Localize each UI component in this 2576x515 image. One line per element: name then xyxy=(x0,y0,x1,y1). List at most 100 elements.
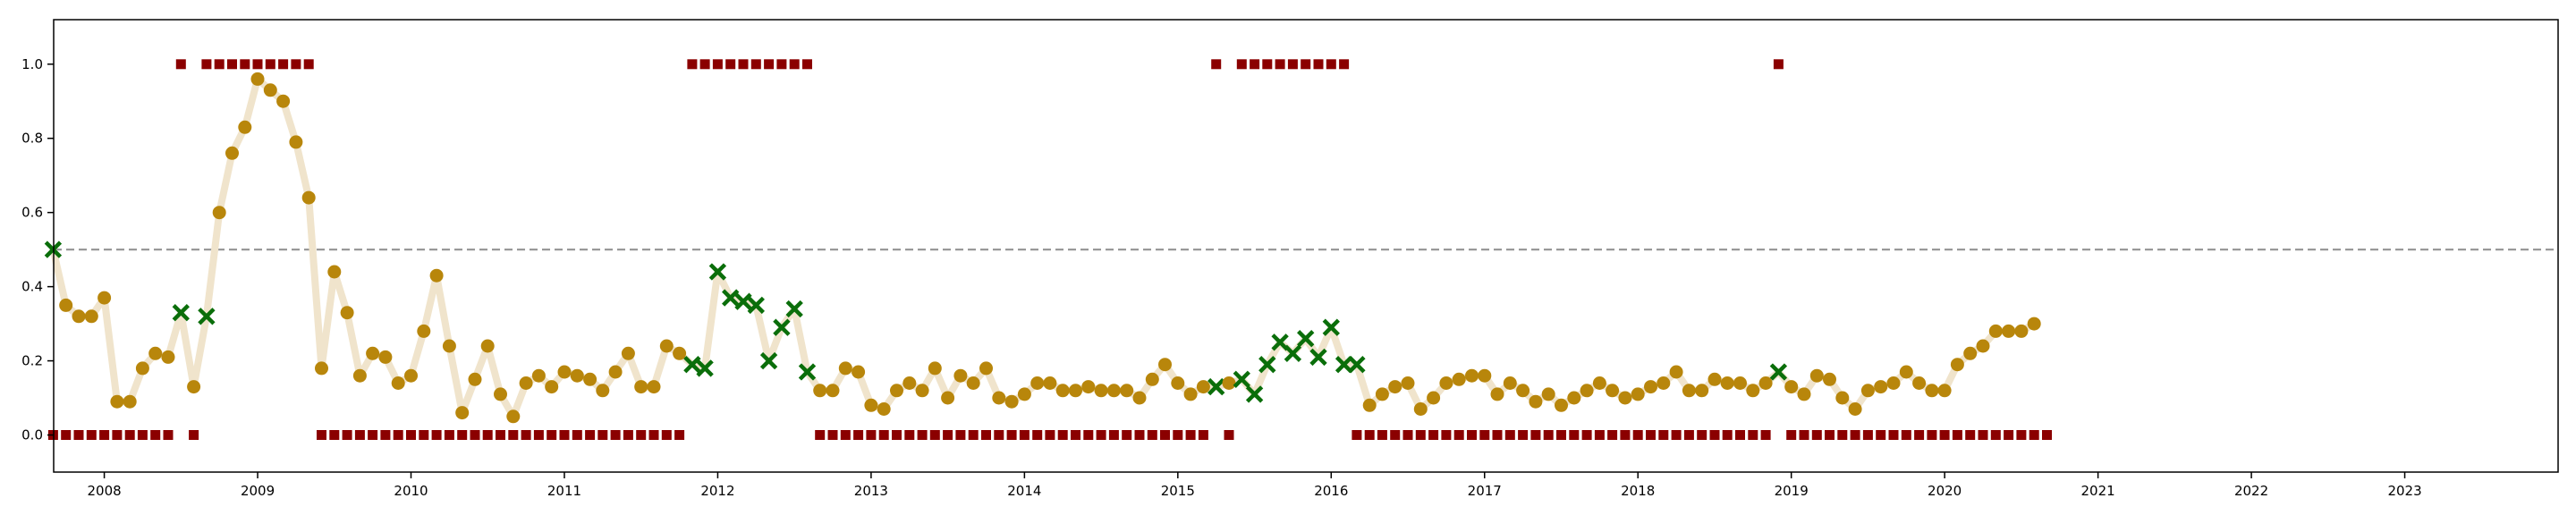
probability-point xyxy=(238,120,252,134)
probability-point xyxy=(301,190,316,205)
probability-point xyxy=(1631,387,1645,401)
probability-point xyxy=(2014,324,2029,338)
flagged-point xyxy=(1348,356,1366,374)
probability-point xyxy=(1988,324,2003,338)
flagged-point xyxy=(1208,377,1225,396)
label-marker xyxy=(1683,430,1694,440)
probability-point xyxy=(263,83,277,97)
label-marker xyxy=(1428,430,1439,440)
label-marker xyxy=(457,430,468,440)
flagged-point xyxy=(708,263,727,281)
probability-point xyxy=(1465,368,1479,383)
label-marker xyxy=(994,430,1004,440)
label-marker xyxy=(533,430,544,440)
x-tick-label: 2010 xyxy=(394,483,428,499)
probability-point xyxy=(1004,394,1019,409)
label-marker xyxy=(431,430,442,440)
probability-point xyxy=(1707,372,1722,386)
probability-point xyxy=(2002,324,2016,338)
label-marker xyxy=(904,430,915,440)
probability-point xyxy=(864,398,878,412)
probability-point xyxy=(1823,372,1836,386)
label-marker xyxy=(252,59,263,70)
probability-point xyxy=(1183,387,1198,401)
label-marker xyxy=(1160,430,1170,440)
x-tick-label: 2019 xyxy=(1775,483,1809,499)
label-marker xyxy=(1134,430,1145,440)
label-marker xyxy=(585,430,596,440)
probability-point xyxy=(84,309,98,324)
probability-point xyxy=(1912,376,1927,390)
probability-point xyxy=(135,361,149,376)
probability-point xyxy=(429,268,444,283)
probability-point xyxy=(212,206,226,220)
x-tick-label: 2008 xyxy=(87,483,121,499)
x-tick-label: 2023 xyxy=(2387,483,2421,499)
label-marker xyxy=(712,59,723,70)
probability-point xyxy=(531,368,546,383)
probability-point xyxy=(148,346,163,360)
probability-point xyxy=(352,368,367,383)
probability-point xyxy=(1503,376,1517,390)
label-marker xyxy=(175,59,186,70)
probability-point xyxy=(1976,339,1990,353)
y-tick-label: 0.0 xyxy=(21,427,43,443)
probability-point xyxy=(1644,380,1657,394)
label-marker xyxy=(1888,430,1899,440)
label-marker xyxy=(1825,430,1835,440)
label-marker xyxy=(1275,59,1285,70)
label-marker xyxy=(1441,430,1452,440)
probability-point xyxy=(442,339,456,353)
probability-point xyxy=(838,361,852,376)
label-marker xyxy=(508,430,519,440)
label-marker xyxy=(1185,430,1196,440)
flagged-point xyxy=(722,289,740,307)
label-marker xyxy=(1748,430,1758,440)
flagged-point xyxy=(1258,356,1276,374)
x-tick-label: 2013 xyxy=(854,483,888,499)
probability-point xyxy=(276,94,291,108)
label-marker xyxy=(648,430,659,440)
label-marker xyxy=(853,430,864,440)
probability-point xyxy=(1950,358,1964,372)
label-marker xyxy=(1122,430,1132,440)
flagged-point xyxy=(1769,363,1788,381)
label-marker xyxy=(968,430,979,440)
probability-point xyxy=(1401,376,1415,390)
label-marker xyxy=(73,430,84,440)
label-marker xyxy=(636,430,647,440)
probability-point xyxy=(557,365,572,379)
probability-point xyxy=(902,376,917,390)
probability-point xyxy=(583,372,597,386)
label-marker xyxy=(201,59,212,70)
probability-point xyxy=(1120,384,1134,398)
label-marker xyxy=(1402,430,1413,440)
label-marker xyxy=(738,59,749,70)
probability-point xyxy=(1809,368,1824,383)
label-marker xyxy=(1211,59,1222,70)
probability-point xyxy=(289,135,303,149)
x-tick-label: 2014 xyxy=(1007,483,1041,499)
label-marker-layer xyxy=(47,59,2052,440)
y-tick-label: 0.4 xyxy=(21,279,43,295)
probability-point xyxy=(1746,384,1760,398)
x-tick-label: 2021 xyxy=(2081,483,2115,499)
probability-point xyxy=(634,380,648,394)
probability-point xyxy=(506,409,521,424)
label-marker xyxy=(1224,430,1234,440)
probability-point xyxy=(250,72,265,86)
flagged-point xyxy=(683,356,701,374)
label-marker xyxy=(1646,430,1656,440)
flagged-point xyxy=(759,351,778,370)
probability-point xyxy=(1362,398,1377,412)
label-marker xyxy=(1811,430,1822,440)
probability-point xyxy=(1413,402,1428,416)
probability-point xyxy=(110,394,124,409)
label-marker xyxy=(1709,430,1720,440)
probability-point xyxy=(1541,387,1555,401)
label-marker xyxy=(1837,430,1848,440)
label-marker xyxy=(406,430,416,440)
probability-point xyxy=(953,368,968,383)
probability-point xyxy=(1592,376,1606,390)
label-marker xyxy=(444,430,454,440)
